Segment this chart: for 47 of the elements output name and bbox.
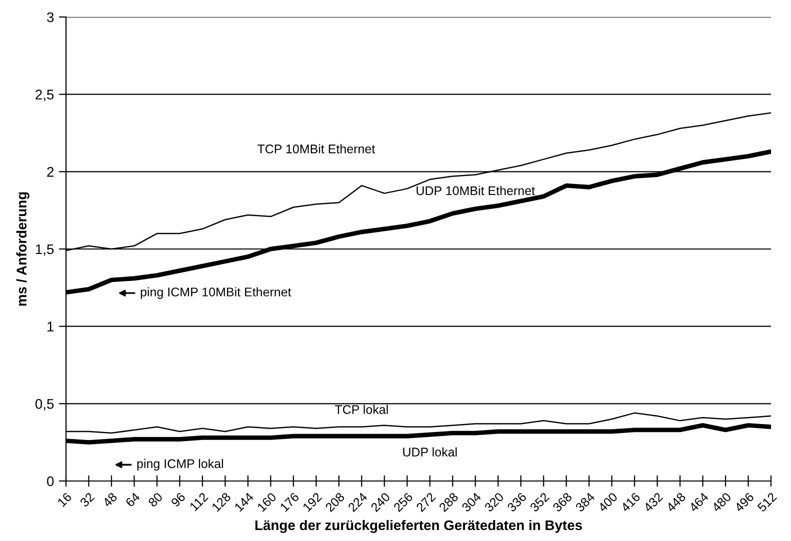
- x-tick-label: 320: [484, 492, 504, 512]
- y-tick-label: 1: [48, 322, 54, 332]
- y-tick-label: 2,5: [36, 90, 54, 102]
- x-tick-label: 272: [416, 492, 436, 512]
- x-tick-label: 48: [102, 492, 118, 508]
- x-tick-label: 32: [79, 492, 95, 508]
- x-tick-label: 480: [711, 492, 732, 512]
- x-tick-label: 144: [234, 492, 254, 512]
- x-tick-label: 416: [620, 492, 641, 512]
- y-tick-label: 1,5: [36, 244, 54, 256]
- x-tick-label: 112: [189, 492, 208, 512]
- annotation: ping ICMP 10MBit Ethernet: [140, 287, 292, 299]
- x-tick-label: 80: [148, 492, 164, 508]
- x-tick-label: 240: [370, 492, 391, 512]
- y-tick-label: 3: [47, 12, 54, 22]
- x-tick-label: 512: [756, 492, 778, 512]
- x-tick-label: 464: [688, 492, 710, 512]
- x-tick-label: 288: [438, 492, 459, 512]
- x-tick-label: 432: [642, 492, 664, 512]
- series-label: UDP 10MBit Ethernet: [416, 186, 535, 196]
- x-tick-label: 256: [393, 492, 414, 512]
- x-tick-label: 128: [211, 492, 232, 512]
- series-label: UDP lokal: [403, 447, 457, 457]
- x-tick-label: 176: [280, 492, 300, 512]
- text: TCP 10MBit Ethernet: [258, 144, 376, 154]
- y-tick-label: 2: [47, 167, 54, 177]
- y-tick-label: 0,5: [35, 399, 54, 410]
- x-tick-label: 496: [734, 492, 754, 512]
- y-tick-label: 0: [47, 476, 54, 486]
- x-tick-label: 224: [348, 492, 368, 512]
- x-tick-label: 64: [125, 492, 140, 508]
- annotation: ping ICMP lokal: [137, 458, 223, 471]
- x-tick-label: 448: [666, 492, 686, 512]
- x-tick-label: 208: [324, 492, 346, 512]
- x-tick-label: 368: [552, 492, 572, 512]
- x-tick-label: 384: [574, 492, 596, 512]
- x-tick-label: 336: [506, 492, 527, 512]
- x-tick-label: 192: [302, 492, 322, 512]
- y-axis-title: ms / Anforderung: [16, 192, 30, 306]
- x-tick-label: 352: [529, 492, 550, 512]
- series-label: TCP lokal: [334, 404, 388, 414]
- x-tick-label: 16: [57, 492, 72, 508]
- x-tick-label: 400: [597, 492, 618, 512]
- x-axis-title: Länge der zurückgelieferten Gerätedaten in Bytes: [255, 520, 582, 533]
- x-tick-label: 96: [170, 492, 186, 508]
- x-tick-label: 160: [256, 492, 277, 512]
- x-tick-label: 304: [461, 492, 482, 512]
